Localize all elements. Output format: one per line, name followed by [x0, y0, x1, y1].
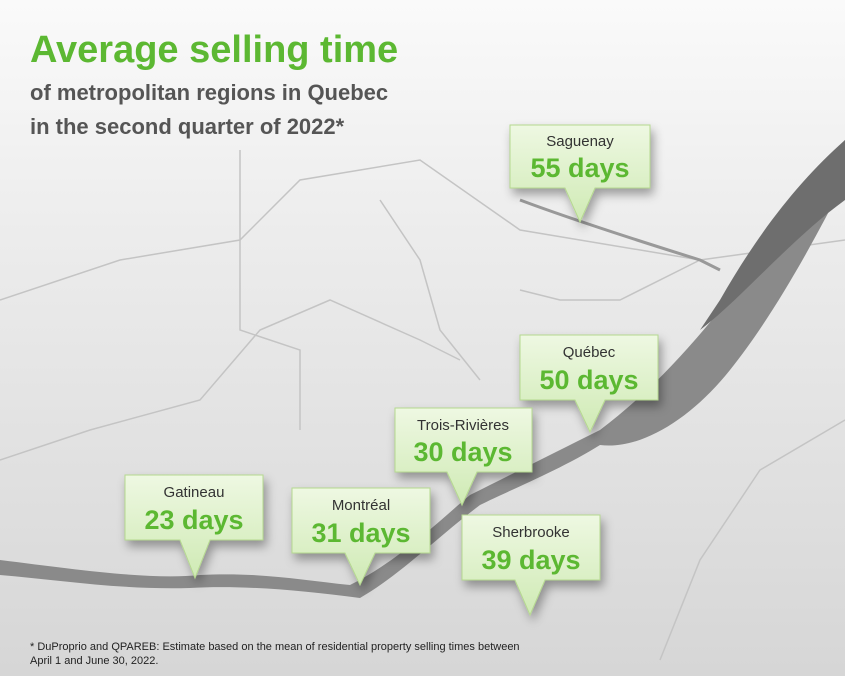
callout: Saguenay 55 days [509, 124, 651, 224]
footnote: * DuProprio and QPAREB: Estimate based o… [30, 641, 520, 653]
region-value: 23 days [144, 505, 243, 535]
region-name: Sherbrooke [492, 524, 570, 541]
region-name: Québec [563, 344, 616, 361]
callout: Montréal 31 days [291, 487, 431, 587]
region-value: 50 days [539, 365, 638, 395]
region-value: 30 days [413, 437, 512, 467]
estuary [700, 140, 845, 330]
region-name: Trois-Rivières [417, 417, 509, 434]
map-shapes [0, 150, 845, 661]
region-name: Montréal [332, 497, 390, 514]
subtitle: of metropolitan regions in Quebec [30, 80, 388, 105]
region-name: Saguenay [546, 133, 614, 150]
footnote: April 1 and June 30, 2022. [30, 655, 158, 667]
saguenay-river [519, 198, 721, 272]
region-value: 39 days [481, 545, 580, 575]
title: Average selling time [30, 29, 398, 71]
river [0, 140, 845, 598]
callout: Gatineau 23 days [124, 474, 264, 580]
region-value: 55 days [530, 153, 629, 183]
callout: Sherbrooke 39 days [461, 514, 601, 617]
subtitle: in the second quarter of 2022* [30, 114, 345, 139]
region-value: 31 days [311, 518, 410, 548]
callout: Trois-Rivières 30 days [394, 407, 533, 507]
callout: Québec 50 days [519, 334, 659, 434]
region-name: Gatineau [164, 484, 225, 501]
